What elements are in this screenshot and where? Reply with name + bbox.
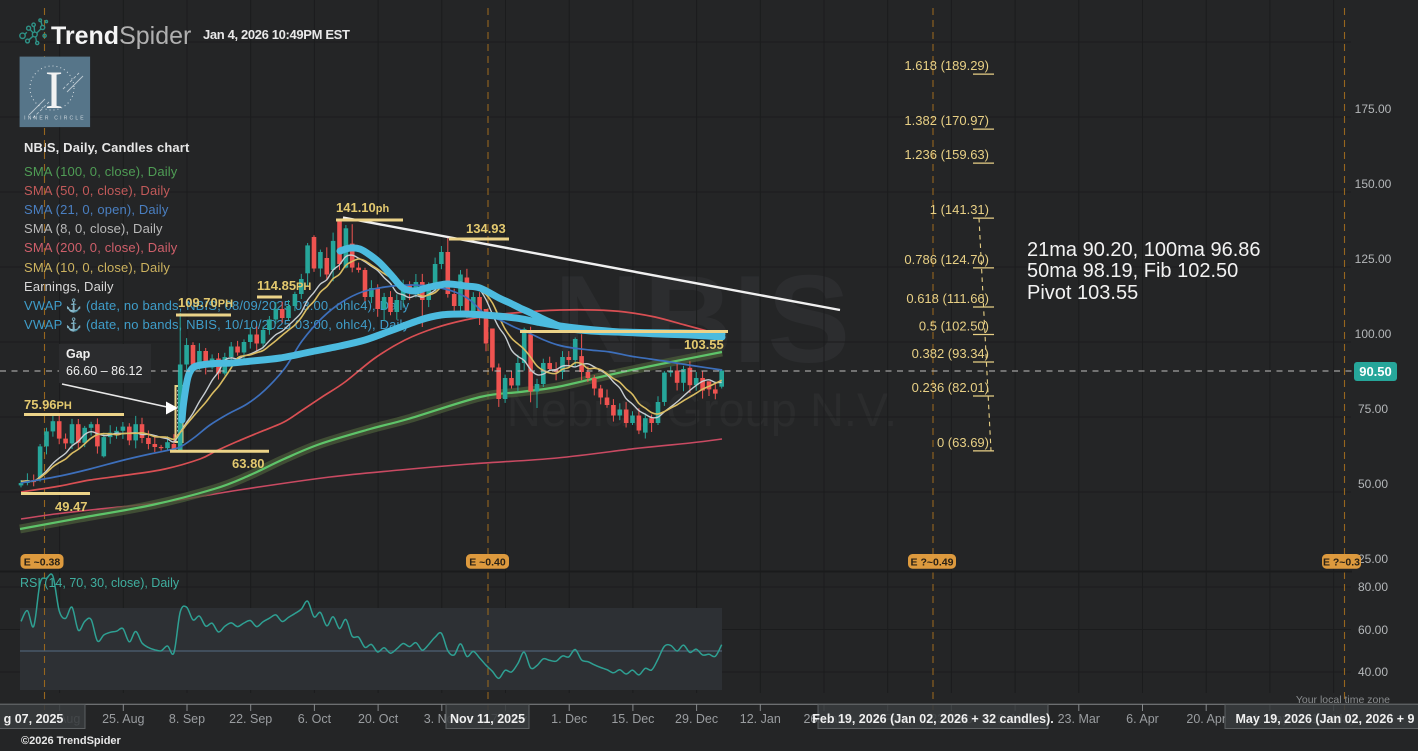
svg-text:g 07, 2025: g 07, 2025 xyxy=(4,712,64,726)
svg-text:SMA (100, 0, close), Daily: SMA (100, 0, close), Daily xyxy=(24,164,178,179)
svg-text:INNER CIRCLE: INNER CIRCLE xyxy=(24,116,86,122)
svg-text:SMA (8, 0, close), Daily: SMA (8, 0, close), Daily xyxy=(24,221,163,236)
svg-text:E ~0.40: E ~0.40 xyxy=(469,556,506,568)
svg-text:Pivot 103.55: Pivot 103.55 xyxy=(1027,282,1138,304)
svg-text:NBIS, Daily, Candles chart: NBIS, Daily, Candles chart xyxy=(24,140,190,155)
svg-text:100.00: 100.00 xyxy=(1355,327,1392,341)
svg-text:80.00: 80.00 xyxy=(1358,580,1388,594)
svg-text:Nebius Group N.V.: Nebius Group N.V. xyxy=(507,383,897,436)
svg-text:25.00: 25.00 xyxy=(1358,552,1388,566)
svg-text:6. Apr: 6. Apr xyxy=(1126,712,1159,726)
svg-text:25. Aug: 25. Aug xyxy=(102,712,144,726)
svg-text:23. Mar: 23. Mar xyxy=(1058,712,1100,726)
svg-text:12. Jan: 12. Jan xyxy=(740,712,781,726)
svg-text:63.80: 63.80 xyxy=(232,456,265,471)
svg-text:E ~0.38: E ~0.38 xyxy=(24,556,61,568)
svg-text:Earnings, Daily: Earnings, Daily xyxy=(24,279,114,294)
svg-text:15. Dec: 15. Dec xyxy=(611,712,654,726)
svg-text:66.60 – 86.12: 66.60 – 86.12 xyxy=(66,364,143,378)
svg-text:21ma 90.20, 100ma 96.86: 21ma 90.20, 100ma 96.86 xyxy=(1027,239,1261,261)
svg-text:E ?~0.3: E ?~0.3 xyxy=(1323,556,1360,568)
svg-text:Jan 4, 2026 10:49PM EST: Jan 4, 2026 10:49PM EST xyxy=(203,27,350,42)
svg-text:Nov 11, 2025: Nov 11, 2025 xyxy=(450,712,525,726)
svg-text:114.85PH: 114.85PH xyxy=(257,278,311,293)
svg-text:1.618 (189.29): 1.618 (189.29) xyxy=(904,58,989,73)
svg-text:103.55: 103.55 xyxy=(684,337,724,352)
svg-text:NBIS: NBIS xyxy=(554,251,850,389)
svg-text:29. Dec: 29. Dec xyxy=(675,712,718,726)
svg-text:20. Apr: 20. Apr xyxy=(1186,712,1226,726)
svg-text:1. Dec: 1. Dec xyxy=(551,712,587,726)
svg-text:150.00: 150.00 xyxy=(1355,177,1392,191)
svg-text:VWAP ⚓ (date, no bands, NBIS,: VWAP ⚓ (date, no bands, NBIS, 10/10/2025… xyxy=(24,317,410,332)
svg-text:141.10ph: 141.10ph xyxy=(336,200,389,215)
svg-text:22. Sep: 22. Sep xyxy=(229,712,272,726)
svg-text:Your local time zone: Your local time zone xyxy=(1296,694,1390,706)
svg-text:SMA (10, 0, close), Daily: SMA (10, 0, close), Daily xyxy=(24,260,170,275)
svg-text:Gap: Gap xyxy=(66,347,91,361)
svg-text:E ?~0.49: E ?~0.49 xyxy=(911,556,954,568)
svg-text:125.00: 125.00 xyxy=(1355,252,1392,266)
svg-text:I: I xyxy=(45,60,63,120)
svg-text:©2026 TrendSpider: ©2026 TrendSpider xyxy=(21,735,122,747)
svg-text:Feb 19, 2026 (Jan 02, 2026 + 3: Feb 19, 2026 (Jan 02, 2026 + 32 candles)… xyxy=(812,712,1053,726)
svg-text:8. Sep: 8. Sep xyxy=(169,712,205,726)
svg-text:0 (63.69): 0 (63.69) xyxy=(937,435,989,450)
svg-text:50ma 98.19, Fib 102.50: 50ma 98.19, Fib 102.50 xyxy=(1027,260,1238,282)
svg-text:0.236 (82.01): 0.236 (82.01) xyxy=(912,380,989,395)
svg-text:60.00: 60.00 xyxy=(1358,623,1388,637)
svg-text:SMA (21, 0, open), Daily: SMA (21, 0, open), Daily xyxy=(24,202,169,217)
svg-text:90.50: 90.50 xyxy=(1359,364,1392,379)
svg-text:SMA (50, 0, close), Daily: SMA (50, 0, close), Daily xyxy=(24,183,170,198)
svg-text:1.382 (170.97): 1.382 (170.97) xyxy=(904,113,989,128)
svg-text:0.786 (124.70): 0.786 (124.70) xyxy=(904,252,989,267)
svg-text:0.382 (93.34): 0.382 (93.34) xyxy=(912,346,989,361)
svg-text:50.00: 50.00 xyxy=(1358,477,1388,491)
svg-text:49.47: 49.47 xyxy=(55,499,88,514)
svg-text:0.5 (102.50): 0.5 (102.50) xyxy=(919,319,989,334)
svg-text:6. Oct: 6. Oct xyxy=(298,712,332,726)
svg-text:75.00: 75.00 xyxy=(1358,402,1388,416)
svg-text:134.93: 134.93 xyxy=(466,221,506,236)
svg-text:1 (141.31): 1 (141.31) xyxy=(930,202,989,217)
svg-text:May 19, 2026 (Jan 02, 2026 + 9: May 19, 2026 (Jan 02, 2026 + 9 xyxy=(1236,712,1415,726)
svg-text:1.236 (159.63): 1.236 (159.63) xyxy=(904,147,989,162)
svg-text:109.70PH: 109.70PH xyxy=(178,295,233,310)
svg-text:0.618 (111.66): 0.618 (111.66) xyxy=(906,291,989,306)
svg-text:RSI (14, 70, 30, close), Daily: RSI (14, 70, 30, close), Daily xyxy=(20,576,180,590)
svg-text:175.00: 175.00 xyxy=(1355,102,1392,116)
svg-text:75.96PH: 75.96PH xyxy=(24,397,72,412)
svg-text:TrendSpider: TrendSpider xyxy=(51,22,191,50)
svg-text:SMA (200, 0, close), Daily: SMA (200, 0, close), Daily xyxy=(24,240,178,255)
svg-text:40.00: 40.00 xyxy=(1358,665,1388,679)
svg-text:20. Oct: 20. Oct xyxy=(358,712,399,726)
